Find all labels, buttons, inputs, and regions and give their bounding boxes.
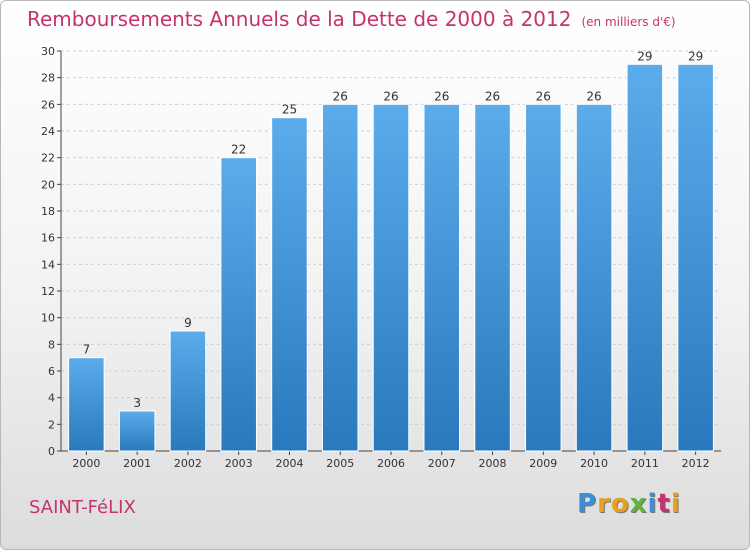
value-label-2011: 29 bbox=[637, 49, 652, 63]
x-tick-label-2012: 2012 bbox=[682, 457, 710, 470]
bars bbox=[68, 63, 714, 452]
value-label-2003: 22 bbox=[231, 143, 246, 157]
value-label-2004: 25 bbox=[282, 103, 297, 117]
x-tick-label-2000: 2000 bbox=[72, 457, 100, 470]
bar-2012 bbox=[677, 63, 714, 452]
y-tick-label: 4 bbox=[48, 392, 55, 405]
commune-name: SAINT-FéLIX bbox=[29, 497, 136, 518]
x-tick-label-2002: 2002 bbox=[174, 457, 202, 470]
x-tick-label-2001: 2001 bbox=[123, 457, 151, 470]
y-tick-label: 10 bbox=[41, 312, 55, 325]
y-tick-label: 30 bbox=[41, 45, 55, 58]
bar-2002 bbox=[169, 330, 207, 452]
y-tick-label: 8 bbox=[48, 338, 55, 351]
x-tick-label-2008: 2008 bbox=[479, 457, 507, 470]
x-tick-label-2006: 2006 bbox=[377, 457, 405, 470]
proxiti-logo: Proxiti bbox=[577, 489, 681, 519]
logo-letter: i bbox=[670, 489, 681, 519]
bar-2000 bbox=[68, 357, 105, 452]
value-label-2001: 3 bbox=[133, 396, 141, 410]
value-label-2009: 26 bbox=[536, 89, 551, 103]
y-tick-label: 0 bbox=[48, 445, 55, 458]
bar-2010 bbox=[575, 103, 613, 452]
y-tick-label: 2 bbox=[48, 418, 55, 431]
chart-title-text: Remboursements Annuels de la Dette de 20… bbox=[27, 7, 572, 31]
bar-2003 bbox=[220, 157, 257, 452]
logo-letter: i bbox=[647, 489, 658, 519]
value-label-2010: 26 bbox=[586, 89, 601, 103]
logo-letter: P bbox=[577, 489, 598, 519]
y-tick-label: 14 bbox=[41, 258, 55, 271]
y-tick-label: 18 bbox=[41, 205, 55, 218]
logo-letter: r bbox=[597, 489, 611, 519]
labels: 0246810121416182022242628307200032001920… bbox=[41, 45, 710, 470]
y-tick-label: 22 bbox=[41, 152, 55, 165]
x-tick-label-2003: 2003 bbox=[225, 457, 253, 470]
bar-2007 bbox=[423, 103, 461, 452]
bar-2008 bbox=[474, 103, 511, 452]
x-tick-label-2010: 2010 bbox=[580, 457, 608, 470]
logo-letter: t bbox=[657, 489, 671, 519]
x-tick-label-2009: 2009 bbox=[529, 457, 557, 470]
y-tick-label: 24 bbox=[41, 125, 55, 138]
value-label-2002: 9 bbox=[184, 316, 192, 330]
value-label-2008: 26 bbox=[485, 89, 500, 103]
value-label-2012: 29 bbox=[688, 49, 703, 63]
chart-title: Remboursements Annuels de la Dette de 20… bbox=[27, 7, 676, 31]
y-tick-label: 16 bbox=[41, 232, 55, 245]
value-label-2005: 26 bbox=[333, 89, 348, 103]
value-label-2007: 26 bbox=[434, 89, 449, 103]
bar-2001 bbox=[118, 410, 156, 452]
y-tick-label: 12 bbox=[41, 285, 55, 298]
logo-letter: x bbox=[629, 489, 648, 519]
bar-2005 bbox=[321, 103, 359, 452]
x-tick-label-2007: 2007 bbox=[428, 457, 456, 470]
x-tick-label-2011: 2011 bbox=[631, 457, 659, 470]
bar-2006 bbox=[372, 103, 410, 452]
y-tick-label: 6 bbox=[48, 365, 55, 378]
bar-2011 bbox=[626, 63, 664, 452]
y-tick-label: 20 bbox=[41, 178, 55, 191]
x-tick-label-2005: 2005 bbox=[326, 457, 354, 470]
bar-2009 bbox=[525, 103, 562, 452]
logo-letter: o bbox=[610, 489, 630, 519]
value-label-2006: 26 bbox=[383, 89, 398, 103]
y-tick-label: 28 bbox=[41, 72, 55, 85]
bar-2004 bbox=[271, 117, 308, 452]
y-tick-label: 26 bbox=[41, 98, 55, 111]
chart-unit: (en milliers d'€) bbox=[581, 15, 676, 29]
value-label-2000: 7 bbox=[83, 343, 91, 357]
x-tick-label-2004: 2004 bbox=[275, 457, 303, 470]
